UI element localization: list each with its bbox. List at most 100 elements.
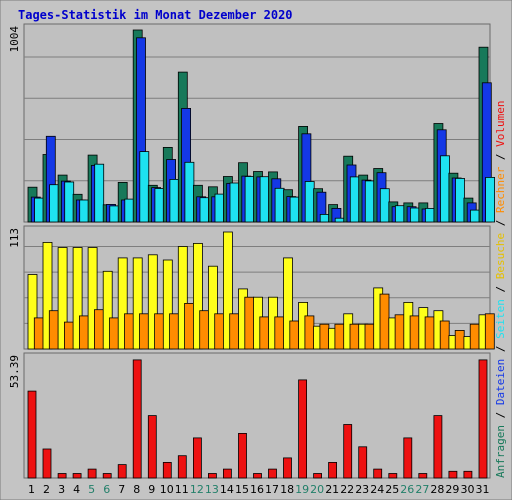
bar-seiten-day-8 bbox=[139, 151, 150, 223]
x-axis-day-labels: 1 2 3 4 5 6 7 8 9 10 11 12 13 14 15 16 17 18 19 20 21 22 23 24 2… bbox=[28, 483, 490, 496]
x-tick-label: 22 bbox=[340, 483, 354, 496]
panel-top: 1004 bbox=[8, 23, 496, 223]
bar-rechner-day-16 bbox=[259, 316, 270, 350]
bar-rechner-day-19 bbox=[304, 315, 315, 350]
x-tick-label: 12 bbox=[190, 483, 204, 496]
bar-seiten-day-10 bbox=[169, 178, 180, 223]
legend-entry: Besuche bbox=[494, 233, 507, 279]
panel-middle: 113 bbox=[8, 225, 495, 350]
x-tick-label: 16 bbox=[250, 483, 264, 496]
panel-bottom-plot-area bbox=[23, 352, 491, 479]
bar-rechner-day-30 bbox=[469, 323, 480, 350]
x-tick-label: 29 bbox=[445, 483, 459, 496]
bar-seiten-day-28 bbox=[440, 155, 450, 223]
bar-besuche-day-9 bbox=[147, 254, 158, 350]
x-tick-label: 6 bbox=[103, 483, 110, 496]
bar-rechner-day-11 bbox=[184, 302, 195, 350]
bar-seiten-day-24 bbox=[379, 188, 390, 223]
bar-seiten-day-15 bbox=[244, 176, 255, 223]
bar-besuche-day-8 bbox=[132, 257, 143, 350]
bar-volumen-day-7 bbox=[117, 464, 127, 479]
bar-seiten-day-19 bbox=[304, 181, 315, 223]
x-tick-label: 25 bbox=[385, 483, 399, 496]
bar-seiten-day-17 bbox=[274, 187, 285, 223]
bar-besuche-day-14 bbox=[222, 231, 233, 350]
x-tick-label: 11 bbox=[175, 483, 189, 496]
x-tick-label: 18 bbox=[280, 483, 294, 496]
bar-seiten-day-3 bbox=[64, 181, 75, 223]
bar-volumen-day-19 bbox=[298, 379, 308, 479]
bar-volumen-day-6 bbox=[102, 473, 112, 479]
x-tick-label: 7 bbox=[118, 483, 125, 496]
bar-volumen-day-26 bbox=[403, 437, 413, 479]
bar-volumen-day-3 bbox=[57, 473, 67, 479]
x-tick-label: 10 bbox=[160, 483, 174, 496]
bar-besuche-day-3 bbox=[57, 247, 68, 350]
bar-seiten-day-23 bbox=[364, 180, 375, 223]
x-tick-label: 19 bbox=[295, 483, 309, 496]
bar-volumen-day-8 bbox=[132, 359, 142, 479]
x-tick-label: 13 bbox=[205, 483, 219, 496]
bar-rechner-day-2 bbox=[48, 310, 59, 350]
bar-seiten-day-13 bbox=[214, 193, 225, 223]
bar-volumen-day-28 bbox=[433, 415, 443, 479]
bar-rechner-day-1 bbox=[33, 317, 44, 350]
bar-rechner-day-18 bbox=[289, 320, 300, 350]
bar-rechner-day-25 bbox=[394, 314, 405, 350]
bar-rechner-day-15 bbox=[244, 296, 255, 350]
x-tick-label: 9 bbox=[148, 483, 155, 496]
bar-volumen-day-10 bbox=[162, 461, 172, 479]
panel-bottom: 53.39 bbox=[8, 352, 491, 479]
chart-panels: 1004 113 53.39 bbox=[8, 23, 496, 479]
x-tick-label: 24 bbox=[370, 483, 384, 496]
bar-besuche-day-10 bbox=[162, 259, 173, 350]
x-tick-label: 8 bbox=[133, 483, 140, 496]
bar-rechner-day-24 bbox=[379, 293, 390, 350]
bar-seiten-day-26 bbox=[409, 207, 420, 223]
bar-volumen-day-18 bbox=[283, 457, 292, 479]
x-tick-label: 21 bbox=[325, 483, 339, 496]
bar-rechner-day-27 bbox=[424, 316, 435, 350]
bar-seiten-day-14 bbox=[229, 182, 240, 223]
bar-rechner-day-17 bbox=[274, 316, 285, 350]
legend-entry: / bbox=[494, 405, 507, 425]
bar-volumen-day-2 bbox=[42, 448, 52, 479]
x-tick-label: 15 bbox=[235, 483, 249, 496]
bar-volumen-day-1 bbox=[27, 390, 37, 479]
bar-volumen-day-9 bbox=[147, 415, 157, 479]
panel-middle-y-max-label: 113 bbox=[8, 228, 21, 248]
bar-rechner-day-5 bbox=[94, 309, 104, 350]
bar-volumen-day-23 bbox=[358, 446, 368, 479]
bar-rechner-day-4 bbox=[79, 315, 89, 350]
bar-volumen-day-11 bbox=[177, 455, 187, 479]
bar-seiten-day-12 bbox=[199, 197, 210, 223]
bar-seiten-day-4 bbox=[79, 199, 90, 223]
x-tick-label: 23 bbox=[355, 483, 369, 496]
bar-besuche-day-12 bbox=[192, 242, 203, 350]
bar-rechner-day-7 bbox=[124, 313, 134, 350]
bar-rechner-day-28 bbox=[439, 320, 450, 350]
bar-besuche-day-11 bbox=[177, 246, 188, 350]
panel-bottom-y-max-label: 53.39 bbox=[8, 355, 21, 388]
bar-besuche-day-6 bbox=[102, 270, 113, 350]
bar-seiten-day-22 bbox=[349, 176, 360, 223]
bar-volumen-day-20 bbox=[313, 473, 323, 479]
bar-seiten-day-25 bbox=[394, 205, 405, 223]
bar-seiten-day-20 bbox=[319, 213, 330, 223]
legend-entry: Dateien bbox=[494, 359, 507, 405]
legend-vertical: Anfragen / Dateien / Seiten / Besuche / … bbox=[494, 100, 507, 478]
bar-besuche-day-13 bbox=[207, 265, 218, 350]
bar-seiten-day-27 bbox=[424, 207, 435, 223]
bar-seiten-day-21 bbox=[334, 217, 345, 223]
bar-volumen-day-31 bbox=[478, 359, 488, 479]
bar-seiten-day-6 bbox=[109, 205, 120, 223]
legend-entry: / bbox=[494, 213, 507, 233]
legend-entry: Anfragen bbox=[494, 425, 507, 478]
bar-seiten-day-18 bbox=[289, 196, 300, 223]
bar-rechner-day-3 bbox=[64, 321, 74, 350]
bar-volumen-day-5 bbox=[87, 468, 97, 479]
bar-rechner-day-6 bbox=[109, 317, 119, 350]
bar-seiten-day-16 bbox=[259, 176, 270, 223]
x-tick-label: 3 bbox=[58, 483, 65, 496]
